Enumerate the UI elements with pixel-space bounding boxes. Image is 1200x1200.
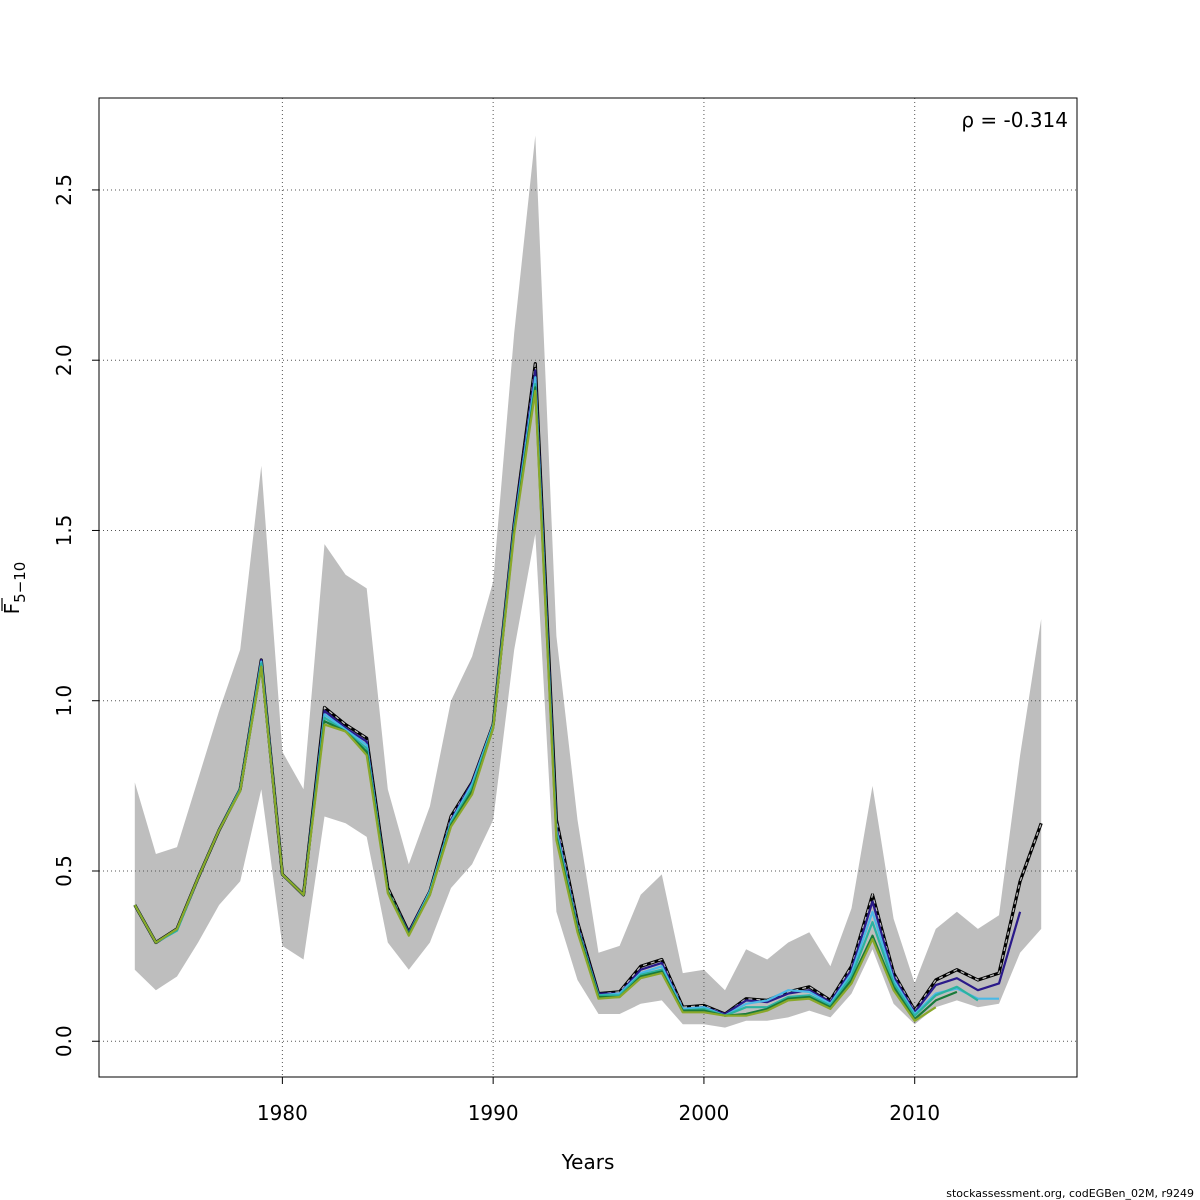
credit-text: stockassessment.org, codEGBen_02M, r9249: [946, 1187, 1194, 1200]
y-axis: 0.0 0.5 1.0 1.5 2.0 2.5: [52, 174, 99, 1057]
svg-text:F5−10: F5−10: [0, 562, 29, 615]
x-axis: 1980 1990 2000 2010: [257, 1077, 940, 1125]
x-tick-label: 1980: [257, 1101, 308, 1125]
x-axis-title: Years: [561, 1150, 615, 1174]
x-tick-label: 1990: [468, 1101, 519, 1125]
y-tick-label: 1.5: [52, 515, 76, 547]
series-line-peel-5: [133, 389, 937, 1022]
y-axis-title-main: F: [0, 603, 24, 615]
y-axis-title: F5−10: [0, 562, 29, 615]
x-tick-label: 2000: [678, 1101, 729, 1125]
series-layer: [133, 362, 1043, 1022]
y-axis-title-subscript: 5−10: [11, 562, 29, 603]
y-tick-label: 0.5: [52, 855, 76, 887]
rho-annotation: ρ = -0.314: [961, 108, 1068, 132]
y-tick-label: 2.5: [52, 174, 76, 206]
confidence-band: [134, 135, 1042, 1028]
y-tick-label: 0.0: [52, 1025, 76, 1057]
confidence-band-layer: [134, 135, 1042, 1028]
plot-frame: [98, 97, 1078, 1078]
grid-layer: [99, 98, 1077, 1077]
y-tick-label: 2.0: [52, 344, 76, 376]
y-tick-label: 1.0: [52, 685, 76, 717]
x-tick-label: 2010: [889, 1101, 940, 1125]
